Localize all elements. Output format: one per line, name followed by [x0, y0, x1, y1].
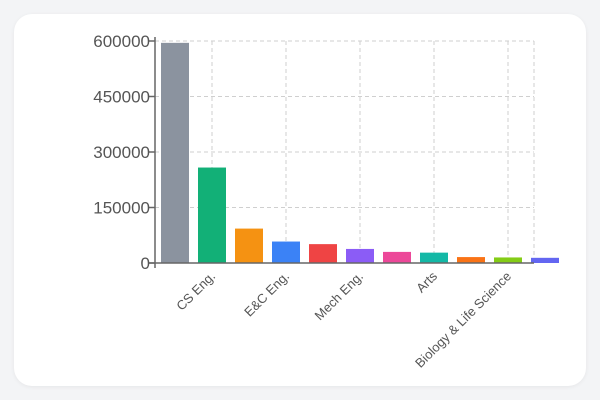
- axes-group: [149, 37, 534, 268]
- x-tick-label: Arts: [413, 268, 440, 295]
- bar: [457, 257, 485, 263]
- bar: [272, 241, 300, 263]
- bar: [198, 167, 226, 263]
- y-tick-labels: 0 150000 300000 450000 600000: [93, 32, 150, 273]
- x-tick-label: CS Eng.: [173, 269, 218, 314]
- y-tick-label: 300000: [93, 143, 150, 162]
- bar: [235, 228, 263, 263]
- bar: [161, 42, 189, 263]
- x-tick-label: Mech Eng.: [312, 269, 367, 324]
- y-tick-label: 450000: [93, 88, 150, 107]
- y-tick-label: 600000: [93, 32, 150, 51]
- bar: [383, 251, 411, 263]
- bar: [346, 248, 374, 263]
- chart-card: [14, 14, 586, 386]
- bar: [531, 257, 559, 263]
- x-tick-label: E&C Eng.: [241, 269, 292, 320]
- bar: [309, 244, 337, 263]
- bar: [420, 252, 448, 263]
- bar: [494, 257, 522, 263]
- y-tick-label: 150000: [93, 199, 150, 218]
- bars-group: [161, 42, 559, 263]
- y-tick-label: 0: [141, 254, 150, 273]
